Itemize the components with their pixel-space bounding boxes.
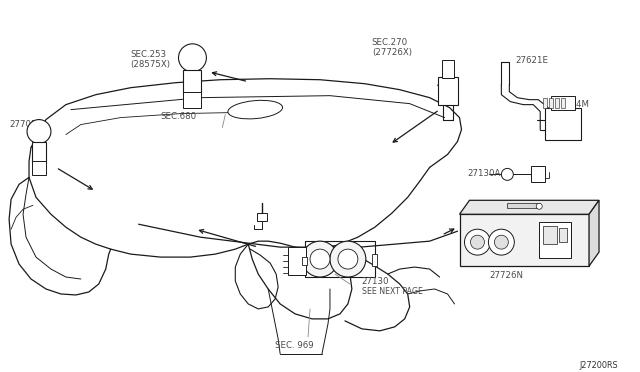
Circle shape	[465, 229, 490, 255]
Bar	[257, 213, 267, 221]
Text: SEC.270: SEC.270	[372, 38, 408, 47]
Bar	[32, 161, 46, 175]
Bar	[288, 247, 306, 275]
Circle shape	[494, 235, 508, 249]
Polygon shape	[460, 200, 599, 214]
Text: SEE NEXT PAGE: SEE NEXT PAGE	[362, 287, 423, 296]
Circle shape	[488, 229, 515, 255]
Text: 27054M: 27054M	[554, 100, 589, 109]
Bar	[460, 214, 589, 266]
Text: 27726N: 27726N	[490, 271, 524, 280]
Circle shape	[470, 235, 484, 249]
Bar	[561, 98, 565, 108]
Polygon shape	[589, 200, 599, 266]
Text: J27200RS: J27200RS	[579, 361, 618, 370]
Text: SEC.253: SEC.253	[131, 50, 167, 59]
Bar	[372, 254, 377, 266]
Circle shape	[536, 203, 542, 209]
Text: (28575X): (28575X)	[131, 60, 171, 69]
Bar	[551, 96, 575, 110]
Bar	[508, 203, 540, 208]
Bar	[184, 70, 202, 94]
Text: 27130: 27130	[362, 277, 389, 286]
Circle shape	[179, 44, 206, 72]
Circle shape	[302, 241, 338, 277]
Circle shape	[27, 119, 51, 144]
Ellipse shape	[228, 100, 282, 119]
Text: (27726X): (27726X)	[372, 48, 412, 57]
Bar	[555, 98, 559, 108]
Bar	[545, 108, 581, 140]
Bar	[549, 98, 553, 108]
Circle shape	[338, 249, 358, 269]
Bar	[559, 228, 567, 242]
Text: 27705: 27705	[9, 119, 36, 129]
Text: 27621E: 27621E	[515, 56, 548, 65]
Bar	[438, 77, 458, 105]
Bar	[531, 166, 545, 182]
Bar	[184, 92, 202, 108]
Circle shape	[310, 249, 330, 269]
Bar	[302, 257, 307, 265]
Bar	[540, 222, 571, 258]
Bar	[32, 141, 46, 163]
Circle shape	[501, 169, 513, 180]
Circle shape	[330, 241, 366, 277]
Bar	[442, 60, 454, 78]
Text: 27130A: 27130A	[467, 169, 501, 179]
Bar	[543, 98, 547, 108]
Text: SEC. 969: SEC. 969	[275, 341, 314, 350]
Text: SEC.680: SEC.680	[161, 112, 196, 121]
Bar	[543, 226, 557, 244]
